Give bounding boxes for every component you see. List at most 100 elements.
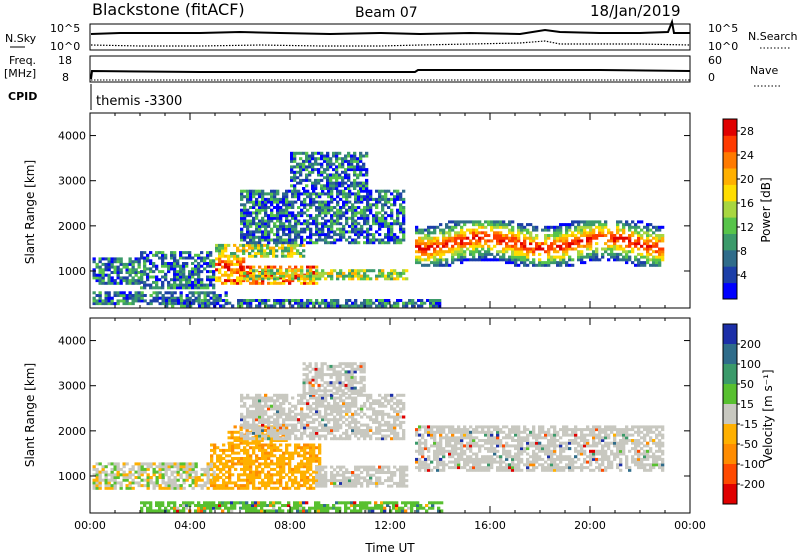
power-cell	[511, 239, 515, 243]
power-cell	[243, 301, 247, 305]
velocity-cell	[393, 418, 397, 422]
power-cell	[420, 299, 424, 303]
velocity-cell	[354, 479, 358, 483]
power-cell	[243, 189, 247, 193]
power-cell	[643, 263, 647, 267]
power-cell	[436, 250, 440, 254]
power-cell	[538, 261, 542, 265]
velocity-cell	[206, 465, 210, 469]
velocity-cell	[222, 467, 226, 471]
power-cell	[273, 233, 277, 237]
power-cell	[415, 255, 419, 259]
power-cell	[390, 222, 394, 226]
velocity-cell	[188, 484, 192, 488]
power-cell	[362, 162, 366, 166]
power-cell	[261, 224, 265, 228]
velocity-cell	[415, 433, 419, 437]
power-cell	[393, 195, 397, 199]
power-cell	[306, 219, 310, 223]
power-cell	[333, 222, 337, 226]
velocity-cell	[300, 402, 304, 406]
power-cell	[291, 277, 295, 281]
velocity-cell	[95, 481, 99, 485]
power-cell	[149, 283, 153, 287]
power-cell	[330, 189, 334, 193]
velocity-cell	[249, 410, 253, 414]
power-cell	[152, 253, 156, 257]
power-cell	[264, 203, 268, 207]
velocity-cell	[243, 423, 247, 427]
power-cell	[246, 299, 250, 303]
power-cell	[550, 258, 554, 262]
power-cell	[279, 276, 283, 280]
power-cell	[101, 299, 105, 303]
power-cell	[297, 222, 301, 226]
power-cell	[269, 249, 273, 253]
power-cell	[327, 219, 331, 223]
power-cell	[173, 283, 177, 287]
power-cell	[484, 225, 488, 229]
power-cell	[493, 225, 497, 229]
power-cell	[384, 299, 388, 303]
velocity-cell	[143, 467, 147, 471]
velocity-cell	[399, 473, 403, 477]
power-cell	[167, 286, 171, 290]
velocity-cell	[378, 481, 382, 485]
power-cell	[288, 274, 292, 278]
power-cell	[418, 247, 422, 251]
velocity-cell	[303, 423, 307, 427]
power-cell	[354, 271, 358, 275]
power-cell	[628, 234, 632, 238]
power-cell	[556, 263, 560, 267]
power-cell	[574, 220, 578, 224]
power-cell	[559, 244, 563, 248]
velocity-cell	[321, 429, 325, 433]
power-cell	[252, 206, 256, 210]
velocity-cell	[270, 462, 274, 466]
power-cell	[233, 254, 237, 258]
velocity-cell	[116, 476, 120, 480]
velocity-cell	[270, 459, 274, 463]
power-cell	[381, 241, 385, 245]
power-cell	[442, 244, 446, 248]
power-cell	[231, 304, 235, 308]
velocity-cell	[330, 410, 334, 414]
power-cell	[336, 195, 340, 199]
power-cell	[359, 187, 363, 191]
power-cell	[384, 192, 388, 196]
power-cell	[321, 208, 325, 212]
velocity-cell	[318, 481, 322, 485]
velocity-cell	[137, 473, 141, 477]
power-cell	[496, 242, 500, 246]
velocity-cell	[321, 434, 325, 438]
power-cell	[246, 235, 250, 239]
power-cell	[640, 252, 644, 256]
power-cell	[493, 231, 497, 235]
power-cell	[255, 189, 259, 193]
power-cell	[547, 225, 551, 229]
power-cell	[270, 214, 274, 218]
power-cell	[341, 184, 345, 188]
velocity-cell	[285, 484, 289, 488]
power-cell	[308, 170, 312, 174]
power-cell	[472, 250, 476, 254]
velocity-cell	[279, 462, 283, 466]
power-cell	[249, 233, 253, 237]
power-cell	[149, 270, 153, 274]
velocity-cell	[356, 367, 360, 371]
velocity-cell	[312, 420, 316, 424]
power-cell	[296, 165, 300, 169]
power-cell	[309, 233, 313, 237]
power-cell	[281, 254, 285, 258]
power-cell	[258, 271, 262, 275]
power-cell	[332, 184, 336, 188]
velocity-cell	[375, 484, 379, 488]
power-cell	[384, 203, 388, 207]
power-cell	[390, 224, 394, 228]
power-cell	[176, 278, 180, 282]
power-cell	[439, 223, 443, 227]
power-cell	[240, 227, 244, 231]
power-cell	[574, 242, 578, 246]
power-cell	[191, 286, 195, 290]
